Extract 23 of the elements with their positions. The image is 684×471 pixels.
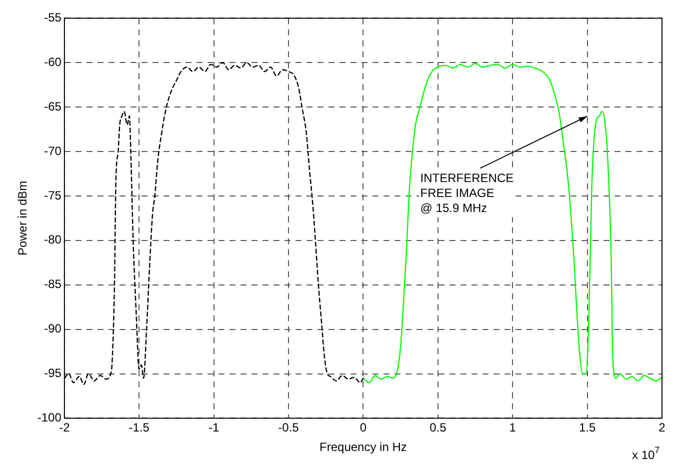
y-axis-title: Power in dBm: [16, 180, 30, 256]
annotation: INTERFERENCE FREE IMAGE @ 15.9 MHz: [420, 171, 514, 216]
y-tick-label: -60: [44, 54, 62, 69]
x-tick-label: 1: [509, 420, 516, 435]
x-tick-label: 0.5: [430, 420, 447, 435]
x-tick-label: 2: [658, 420, 666, 435]
x-tick-label: -1.5: [128, 420, 150, 435]
line-series: [362, 62, 662, 384]
y-tick-label: -100: [37, 410, 62, 425]
y-tick-label: -90: [44, 322, 62, 336]
y-tick-label: -70: [44, 144, 62, 158]
x-axis-title: Frequency in Hz: [320, 440, 407, 454]
x-tick-label: 1.5: [578, 420, 596, 435]
x-tick-label: -0.5: [278, 420, 300, 435]
x-tick-label: -2: [59, 420, 70, 435]
y-tick-label: -75: [44, 188, 62, 202]
y-tick-label: -55: [44, 10, 62, 25]
x-tick-label: 0: [360, 420, 367, 435]
y-tick-label: -85: [44, 277, 62, 292]
y-tick-label: -95: [44, 366, 62, 380]
y-tick-label: -80: [44, 232, 62, 247]
x-tick-label: -1: [208, 420, 220, 435]
y-tick-label: -65: [44, 99, 62, 114]
